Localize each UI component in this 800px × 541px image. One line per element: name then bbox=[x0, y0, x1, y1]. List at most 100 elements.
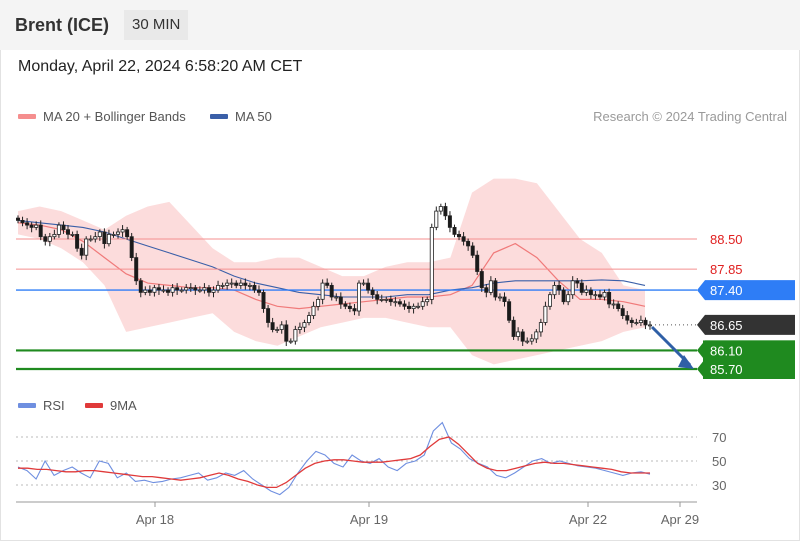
candle bbox=[165, 289, 170, 293]
candle bbox=[297, 326, 302, 330]
candle bbox=[429, 226, 434, 300]
candle bbox=[229, 282, 234, 285]
candle bbox=[238, 282, 243, 286]
candle bbox=[593, 294, 598, 297]
support-block bbox=[703, 340, 795, 379]
candle bbox=[234, 282, 239, 286]
candle bbox=[111, 233, 116, 236]
level-tag-86.65 bbox=[697, 314, 795, 335]
candle bbox=[643, 319, 648, 326]
candle bbox=[29, 224, 34, 228]
candle bbox=[334, 296, 339, 299]
candle bbox=[175, 287, 180, 291]
candle bbox=[588, 289, 593, 296]
level-label-87.85: 87.85 bbox=[710, 262, 743, 277]
candle bbox=[138, 280, 143, 293]
candle bbox=[52, 233, 57, 238]
rsi-swatch bbox=[18, 403, 36, 408]
candle bbox=[611, 303, 616, 306]
candle bbox=[356, 282, 361, 312]
candle bbox=[270, 322, 275, 331]
candle bbox=[557, 284, 562, 291]
candle bbox=[188, 287, 193, 290]
candle bbox=[316, 298, 321, 307]
candle bbox=[584, 289, 589, 293]
candle bbox=[256, 289, 261, 293]
candle bbox=[152, 287, 157, 293]
candle bbox=[493, 280, 498, 298]
timeframe-button[interactable]: 30 MIN bbox=[124, 10, 189, 40]
candle bbox=[84, 238, 89, 256]
candle bbox=[575, 280, 580, 284]
candle bbox=[447, 215, 452, 228]
candle bbox=[43, 236, 48, 242]
copyright-text: Research © 2024 Trading Central bbox=[593, 109, 787, 124]
candle bbox=[566, 294, 571, 303]
candle bbox=[288, 340, 293, 343]
candle bbox=[479, 271, 484, 289]
rsi-tick-30: 30 bbox=[712, 478, 726, 493]
candle bbox=[47, 236, 52, 242]
candle bbox=[338, 296, 343, 305]
candle bbox=[70, 233, 75, 236]
candle bbox=[638, 319, 643, 323]
candle bbox=[425, 298, 430, 303]
x-tick-label: Apr 29 bbox=[661, 512, 699, 527]
candle bbox=[379, 298, 384, 301]
instrument-title: Brent (ICE) bbox=[15, 15, 109, 35]
candle bbox=[343, 303, 348, 307]
candle bbox=[388, 298, 393, 303]
candle bbox=[252, 284, 257, 291]
candle bbox=[629, 319, 634, 323]
candle bbox=[20, 219, 25, 224]
candle bbox=[607, 291, 612, 305]
candle bbox=[397, 301, 402, 305]
candle bbox=[598, 294, 603, 298]
candle bbox=[438, 206, 443, 212]
candle bbox=[120, 229, 125, 233]
candle bbox=[38, 224, 43, 238]
ma20-swatch bbox=[18, 114, 36, 119]
candle bbox=[579, 282, 584, 293]
candle bbox=[116, 231, 121, 235]
candle bbox=[320, 282, 325, 300]
ma50-swatch bbox=[210, 114, 228, 119]
candle bbox=[648, 324, 653, 327]
candle bbox=[102, 231, 107, 245]
candle bbox=[361, 282, 366, 285]
candle bbox=[420, 301, 425, 307]
x-tick-label: Apr 18 bbox=[136, 512, 174, 527]
candle bbox=[375, 294, 380, 300]
candle bbox=[266, 308, 271, 323]
candle bbox=[247, 284, 252, 287]
candle bbox=[625, 315, 630, 321]
candle bbox=[156, 287, 161, 291]
candle bbox=[543, 305, 548, 323]
candle bbox=[216, 284, 221, 291]
candle bbox=[243, 282, 248, 286]
candle bbox=[502, 296, 507, 302]
candle bbox=[488, 280, 493, 293]
candle bbox=[534, 331, 539, 340]
ma20-line bbox=[17, 222, 646, 310]
candle bbox=[97, 231, 102, 237]
candle bbox=[520, 331, 525, 342]
candle bbox=[616, 303, 621, 309]
candle bbox=[507, 301, 512, 321]
candle bbox=[452, 226, 457, 235]
candle bbox=[284, 324, 289, 342]
candle bbox=[347, 305, 352, 309]
ma9-swatch bbox=[85, 403, 103, 408]
candle bbox=[538, 322, 543, 333]
candle bbox=[366, 282, 371, 291]
candle bbox=[134, 257, 139, 282]
legend-ma50-label: MA 50 bbox=[235, 109, 272, 124]
rsi-ma-line bbox=[18, 436, 650, 489]
candle bbox=[525, 340, 530, 343]
candle bbox=[306, 315, 311, 324]
candle bbox=[529, 338, 534, 342]
legend-9ma: 9MA bbox=[85, 398, 137, 413]
candle bbox=[261, 291, 266, 309]
legend-ma20-label: MA 20 + Bollinger Bands bbox=[43, 109, 186, 124]
